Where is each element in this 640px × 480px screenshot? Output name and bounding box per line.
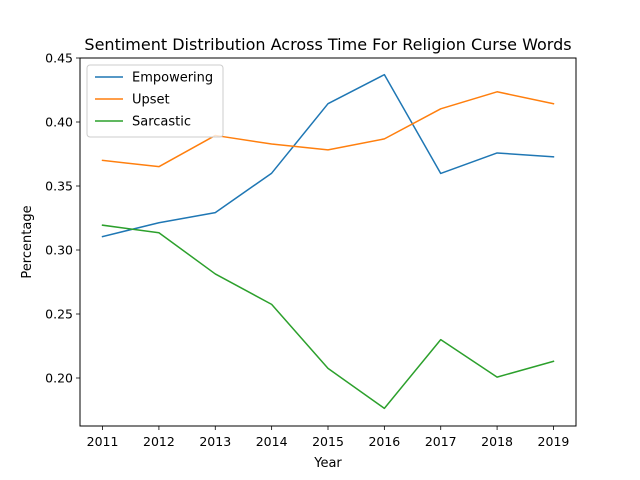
y-tick-label: 0.30 (45, 243, 73, 258)
y-tick-label: 0.20 (45, 371, 73, 386)
x-tick-label: 2012 (143, 434, 175, 449)
legend-label-sarcastic: Sarcastic (132, 115, 191, 130)
y-tick-label: 0.40 (45, 115, 73, 130)
x-tick-label: 2013 (199, 434, 231, 449)
x-tick-label: 2014 (256, 434, 288, 449)
chart-title: Sentiment Distribution Across Time For R… (84, 35, 571, 54)
x-axis-label: Year (313, 456, 342, 471)
y-tick-label: 0.45 (45, 51, 73, 66)
y-tick-label: 0.35 (45, 179, 73, 194)
series-line-empowering (101, 73, 555, 238)
series-line-upset (101, 91, 555, 168)
legend-label-empowering: Empowering (132, 71, 213, 86)
x-tick-label: 2017 (425, 434, 457, 449)
x-tick-label: 2016 (368, 434, 400, 449)
y-tick-label: 0.25 (45, 307, 73, 322)
legend-box (86, 64, 224, 138)
x-tick-label: 2011 (87, 434, 119, 449)
x-tick-label: 2015 (312, 434, 344, 449)
x-tick-label: 2018 (481, 434, 513, 449)
legend: Empowering Upset Sarcastic (86, 64, 224, 138)
y-axis-label: Percentage (20, 205, 35, 278)
x-tick-label: 2019 (538, 434, 570, 449)
legend-label-upset: Upset (132, 93, 170, 108)
series-line-sarcastic (101, 224, 555, 410)
